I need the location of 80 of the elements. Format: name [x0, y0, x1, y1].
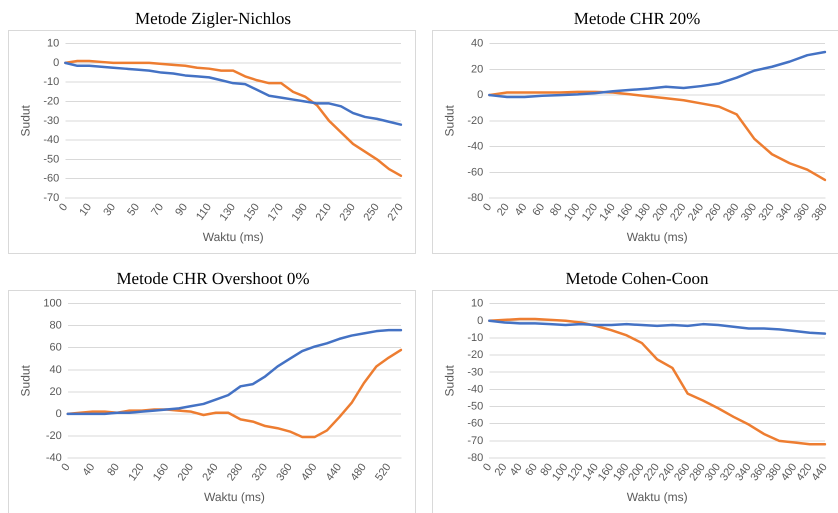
x-tick-label: 360	[274, 461, 295, 484]
y-axis-title: Sudut	[442, 104, 457, 136]
y-axis-title: Sudut	[18, 104, 33, 136]
x-tick-label: 70	[149, 201, 166, 218]
y-tick-label: 0	[53, 56, 60, 69]
y-tick-label: -20	[467, 114, 484, 127]
x-tick-label: 40	[512, 201, 530, 218]
y-tick-label: -20	[467, 349, 484, 362]
y-tick-label: -10	[467, 332, 484, 344]
y-tick-label: -10	[43, 76, 60, 88]
x-tick-label: 80	[548, 201, 565, 218]
x-tick-label: 20	[494, 201, 512, 218]
x-tick-label: 480	[348, 461, 369, 484]
y-tick-label: -20	[43, 96, 60, 108]
y-tick-label: 0	[477, 314, 484, 327]
y-tick-label: -70	[467, 434, 484, 447]
y-tick-label: 0	[477, 89, 484, 102]
x-tick-label: 60	[530, 201, 548, 218]
x-tick-label: 250	[361, 201, 382, 224]
y-tick-label: -40	[467, 383, 484, 396]
x-tick-label: 160	[150, 461, 172, 484]
y-tick-label: 10	[471, 298, 484, 310]
x-axis-title: Waktu (ms)	[204, 490, 265, 504]
x-tick-label: 120	[126, 461, 147, 484]
x-tick-label: 110	[194, 201, 214, 223]
x-tick-label: 170	[266, 201, 286, 224]
x-tick-label: 280	[225, 461, 246, 484]
chart-title: Metode CHR 20%	[572, 8, 702, 30]
y-tick-label: -30	[43, 114, 60, 127]
y-axis-title: Sudut	[18, 364, 33, 396]
y-tick-label: 60	[50, 342, 62, 354]
x-tick-label: 150	[242, 201, 262, 224]
x-tick-label: 20	[492, 461, 510, 478]
y-tick-label: -30	[467, 366, 484, 378]
x-tick-label: 400	[299, 461, 320, 484]
y-tick-label: 0	[56, 408, 62, 420]
y-tick-label: 20	[50, 386, 62, 398]
y-tick-label: -40	[467, 140, 484, 153]
y-tick-label: 80	[50, 320, 62, 332]
x-axis-title: Waktu (ms)	[626, 490, 688, 504]
x-tick-label: 90	[173, 201, 190, 218]
x-tick-label: 40	[508, 461, 525, 478]
x-tick-label: 210	[314, 201, 334, 224]
x-tick-label: 30	[101, 201, 118, 218]
y-tick-label: 40	[471, 38, 484, 50]
chart-title: Metode Zigler-Nichlos	[134, 8, 292, 30]
y-tick-label: -80	[467, 192, 484, 204]
x-tick-label: 200	[176, 461, 196, 484]
x-tick-label: 50	[125, 201, 142, 218]
y-tick-label: -20	[46, 430, 62, 442]
x-axis-title: Waktu (ms)	[626, 230, 688, 244]
x-tick-label: 270	[385, 201, 406, 224]
x-tick-label: 230	[337, 201, 358, 224]
x-tick-label: 190	[290, 201, 310, 224]
chart-title: Metode Cohen-Coon	[564, 268, 710, 290]
chart-title: Metode CHR Overshoot 0%	[115, 268, 311, 290]
x-axis-title: Waktu (ms)	[202, 230, 264, 244]
y-tick-label: -50	[467, 400, 484, 413]
x-tick-label: 130	[218, 201, 238, 224]
y-tick-label: 10	[47, 38, 60, 50]
y-tick-label: 100	[43, 298, 62, 310]
y-tick-label: -40	[43, 134, 60, 146]
x-tick-label: 240	[200, 461, 221, 484]
x-tick-label: 60	[523, 461, 540, 478]
y-tick-label: -80	[467, 452, 484, 464]
x-tick-label: 10	[77, 201, 94, 218]
y-tick-label: -60	[43, 172, 60, 185]
x-tick-label: 440	[324, 461, 344, 484]
x-tick-label: 80	[105, 461, 122, 478]
x-tick-label: 520	[373, 461, 394, 484]
y-tick-label: -60	[467, 166, 484, 178]
y-tick-label: -40	[46, 452, 62, 464]
y-axis-title: Sudut	[442, 364, 457, 396]
y-tick-label: -50	[43, 153, 60, 166]
x-tick-label: 40	[80, 461, 98, 478]
y-tick-label: -60	[467, 418, 484, 430]
y-tick-label: -70	[43, 192, 60, 204]
y-tick-label: 40	[50, 364, 62, 376]
x-tick-label: 320	[250, 461, 270, 484]
y-tick-label: 20	[471, 63, 484, 76]
